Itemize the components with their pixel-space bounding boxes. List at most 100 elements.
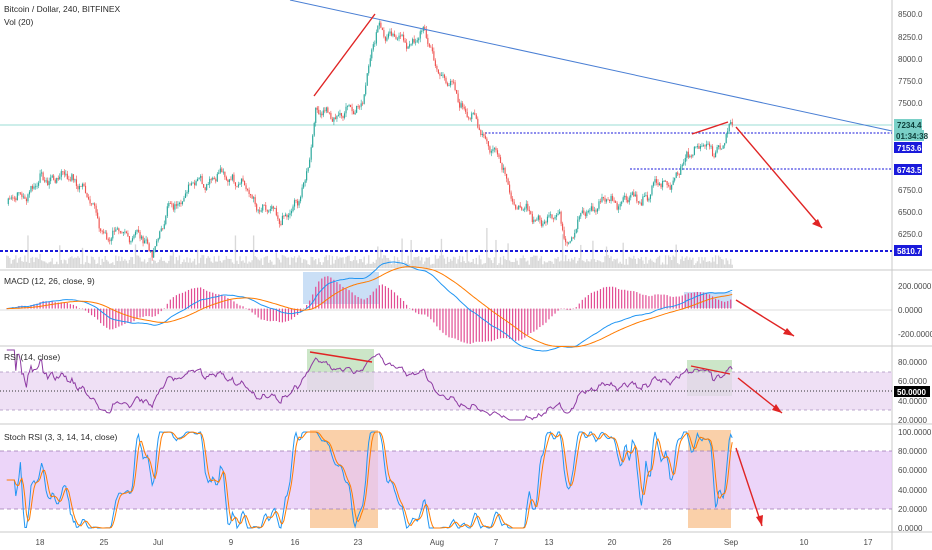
volume-bar (580, 244, 582, 268)
price-candle (509, 181, 511, 195)
macd-histogram-bar (115, 308, 117, 329)
price-candle (627, 196, 629, 204)
volume-bar (293, 256, 296, 268)
macd-histogram-bar (575, 307, 577, 309)
rsi-divergence-line[interactable] (309, 351, 373, 363)
price-candle (572, 236, 574, 239)
svg-text:01:34:38: 01:34:38 (896, 132, 929, 141)
volume-bar (524, 258, 526, 268)
volume-bar (507, 243, 509, 268)
volume-bar (518, 264, 520, 268)
stoch-axis[interactable]: 100.0000 80.0000 60.0000 40.0000 20.0000… (898, 428, 932, 533)
volume-bar (71, 256, 73, 268)
price-candle (28, 190, 31, 198)
price-candle (197, 177, 199, 182)
volume-bar (330, 264, 332, 268)
volume-bar (728, 264, 730, 268)
macd-histogram-bar (393, 292, 396, 309)
volume-bar (670, 260, 673, 268)
macd-histogram-bar (448, 308, 450, 338)
volume-bar (357, 263, 359, 268)
volume-bar (372, 261, 374, 268)
volume-bar (237, 263, 240, 268)
price-candle (221, 167, 223, 173)
price-candle (265, 202, 267, 212)
price-candle (127, 230, 129, 237)
price-candle (683, 159, 685, 167)
macd-histogram-bar (190, 288, 193, 309)
macd-histogram-bar (548, 308, 550, 320)
price-axis[interactable]: 8500.0 8250.0 8000.0 7750.0 7500.0 6750.… (898, 10, 923, 239)
macd-histogram-bar (75, 306, 78, 309)
volume-bar (316, 264, 318, 268)
stoch-arrow[interactable] (735, 447, 763, 527)
volume-bar (365, 264, 367, 268)
price-candle (439, 72, 441, 80)
price-rally-line[interactable] (313, 13, 376, 97)
macd-arrow[interactable] (735, 299, 795, 337)
macd-histogram-bar (433, 308, 435, 323)
macd-histogram-bar (518, 308, 520, 341)
macd-histogram-bar (299, 308, 302, 313)
price-candle (487, 141, 489, 150)
macd-histogram-bar (151, 308, 153, 317)
macd-axis[interactable]: 200.0000 0.0000 -200.0000 (898, 282, 932, 339)
volume-bar (283, 255, 285, 268)
macd-histogram-bar (678, 296, 680, 309)
rsi-axis[interactable]: 80.0000 60.0000 40.0000 20.0000 (898, 358, 927, 425)
macd-histogram-bar (321, 278, 323, 309)
price-candle (710, 144, 712, 150)
macd-histogram-bar (118, 308, 120, 327)
volume-bar (168, 260, 170, 268)
macd-histogram-bar (621, 289, 623, 309)
price-candle (369, 54, 371, 68)
volume-bar (493, 257, 496, 268)
price-higher-high-line[interactable] (691, 121, 729, 135)
volume-bar (59, 245, 61, 268)
price-candle (215, 177, 217, 184)
price-candle (230, 176, 232, 181)
price-candle (443, 73, 446, 81)
volume-bar (190, 262, 193, 268)
macd-histogram-bar (563, 308, 565, 310)
volume-bar (696, 261, 699, 268)
price-candle (119, 230, 121, 234)
price-candle (94, 202, 96, 209)
volume-bar (480, 259, 482, 268)
volume-bar (586, 259, 588, 268)
volume-bar (681, 256, 683, 268)
time-axis[interactable]: 18 25 Jul 9 16 23 Aug 7 13 20 26 Sep 10 … (36, 538, 873, 547)
price-candle (436, 64, 438, 72)
volume-bar (687, 259, 690, 268)
descending-trendline[interactable] (289, 0, 893, 132)
macd-histogram-bar (654, 294, 656, 309)
price-candle (315, 107, 317, 127)
volume-bar (93, 259, 96, 268)
macd-histogram-bar (687, 293, 689, 309)
price-candle (498, 152, 500, 160)
macd-histogram-bar (366, 297, 368, 309)
price-candle (571, 236, 573, 242)
price-candle (53, 174, 55, 181)
price-candle (528, 206, 530, 215)
price-candle (257, 209, 259, 214)
price-candle (619, 201, 621, 210)
price-candle (142, 235, 144, 247)
stoch-arrow-head (756, 515, 763, 526)
price-candle (51, 174, 53, 178)
volume-bar (106, 259, 108, 268)
price-arrow[interactable] (735, 126, 823, 229)
volume-bar (501, 264, 503, 268)
macd-histogram-bar (209, 291, 211, 309)
rsi-divergence-line-sep[interactable] (690, 365, 731, 375)
price-candle (622, 195, 624, 203)
price-candle (518, 205, 520, 210)
volume-bar (508, 260, 511, 268)
macd-histogram-bar (187, 289, 190, 309)
time-tick: 20 (608, 538, 617, 547)
volume-bar (701, 257, 703, 268)
volume-bar (296, 257, 299, 268)
volume-bar (230, 258, 232, 268)
price-candle (586, 209, 588, 218)
